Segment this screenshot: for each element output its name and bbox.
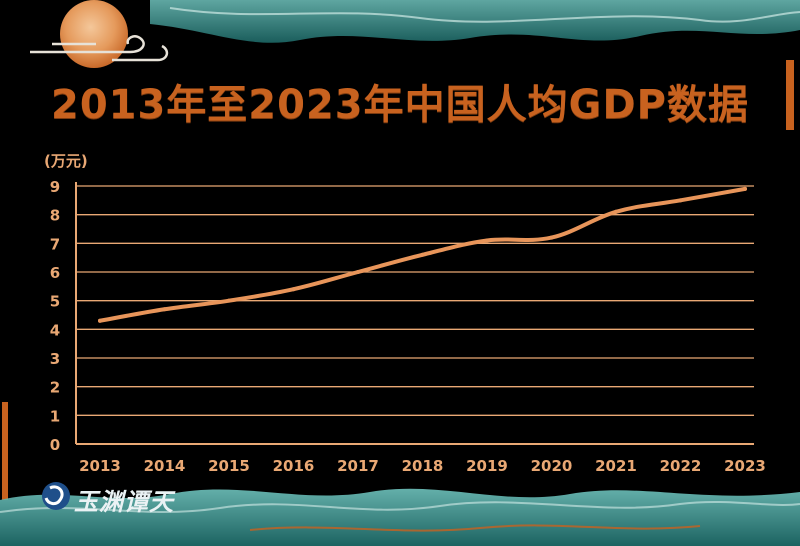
x-tick-label: 2013	[79, 457, 121, 475]
logo-icon	[42, 482, 70, 510]
y-tick-label: 8	[50, 207, 60, 225]
y-tick-label: 4	[50, 321, 60, 339]
y-axis-unit-label: (万元)	[44, 152, 88, 170]
y-tick-label: 3	[50, 350, 60, 368]
x-tick-label: 2023	[724, 457, 766, 475]
bottom-wave-highlight	[0, 501, 800, 513]
series-group	[98, 186, 747, 323]
y-tick-label: 0	[50, 436, 60, 454]
data-point	[549, 235, 554, 240]
data-point	[98, 318, 102, 323]
x-tick-label: 2019	[466, 457, 508, 475]
y-tick-label: 7	[50, 235, 60, 253]
chart-title: 2013年至2023年中国人均GDP数据	[50, 82, 749, 128]
right-accent-bar	[786, 60, 794, 130]
x-tick-label: 2020	[531, 457, 573, 475]
bottom-wave-orange	[249, 524, 701, 532]
data-point	[678, 198, 683, 203]
x-tick-label: 2014	[144, 457, 186, 475]
left-accent-bar	[2, 402, 8, 500]
data-point	[743, 186, 747, 191]
data-point	[162, 307, 167, 312]
x-tick-label: 2018	[402, 457, 444, 475]
y-tick-label: 6	[50, 264, 60, 282]
cloud-icon	[30, 35, 169, 62]
y-tick-label: 5	[50, 293, 60, 311]
data-point	[291, 287, 296, 292]
y-tick-label: 9	[50, 178, 60, 196]
bottom-wave	[0, 488, 800, 546]
y-tick-label: 1	[50, 407, 60, 425]
data-point	[356, 270, 360, 274]
gridlines	[76, 185, 754, 445]
data-point	[227, 298, 231, 303]
data-point	[614, 209, 618, 214]
data-point	[420, 252, 425, 257]
x-tick-label: 2017	[337, 457, 379, 475]
x-tick-label: 2021	[595, 457, 637, 475]
x-tick-label: 2016	[273, 457, 315, 475]
y-axis: 0 1 2 3 4 5 6 7 8 9	[50, 178, 77, 454]
data-point	[485, 238, 489, 243]
y-tick-label: 2	[50, 379, 60, 397]
top-wave-highlight	[169, 7, 800, 23]
logo-text: 玉渊谭天	[74, 487, 174, 516]
x-axis: 2013 2014 2015 2016 2017 2018 2019 2020 2021 2022…	[79, 457, 766, 475]
x-tick-label: 2022	[660, 457, 702, 475]
x-tick-label: 2015	[208, 457, 250, 475]
